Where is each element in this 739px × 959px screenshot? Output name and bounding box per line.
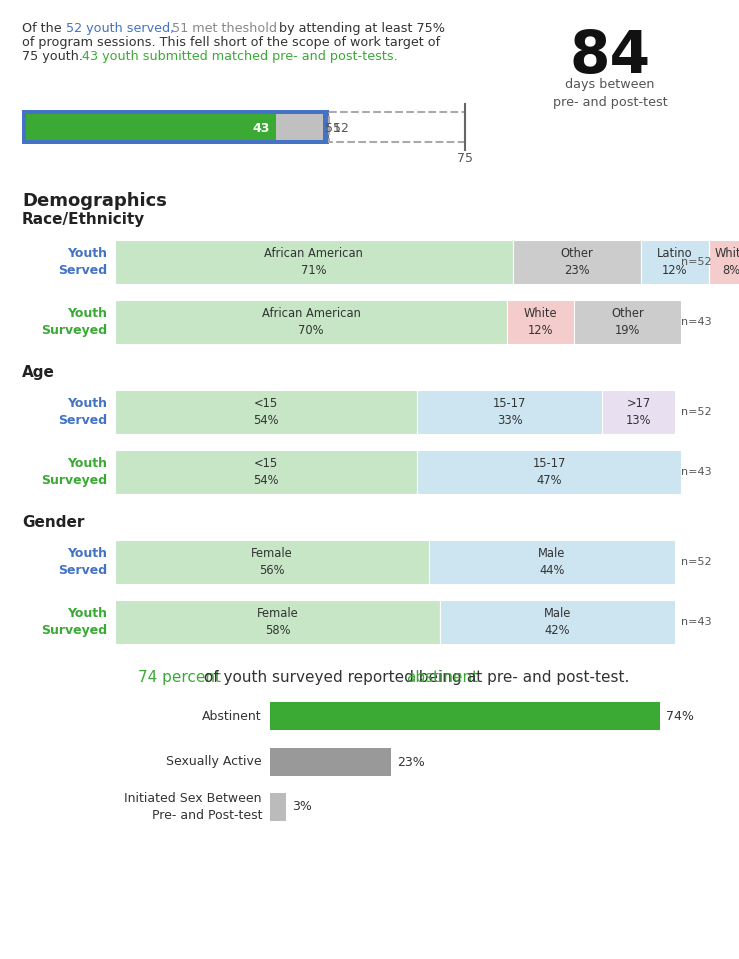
Text: 52 youth served,: 52 youth served, <box>66 22 174 35</box>
Text: Youth
Served: Youth Served <box>58 247 107 277</box>
Bar <box>709 240 739 284</box>
Bar <box>22 110 329 144</box>
Text: Age: Age <box>22 365 55 380</box>
Text: n=43: n=43 <box>681 617 712 627</box>
Text: Female
58%: Female 58% <box>256 607 299 637</box>
Text: <15
54%: <15 54% <box>253 397 279 427</box>
Text: White
8%: White 8% <box>714 247 739 277</box>
Text: n=52: n=52 <box>681 257 712 267</box>
Text: Youth
Served: Youth Served <box>58 547 107 577</box>
Bar <box>513 240 641 284</box>
Bar <box>115 240 513 284</box>
Text: African American
70%: African American 70% <box>262 307 361 337</box>
Text: days between
pre- and post-test: days between pre- and post-test <box>553 78 667 109</box>
Bar <box>418 450 681 494</box>
Text: of youth surveyed reported being: of youth surveyed reported being <box>200 670 467 685</box>
Bar <box>270 702 660 730</box>
Bar <box>574 300 681 344</box>
Text: 3%: 3% <box>292 801 312 813</box>
Text: Other
19%: Other 19% <box>611 307 644 337</box>
Text: Youth
Surveyed: Youth Surveyed <box>41 457 107 487</box>
Bar <box>270 748 391 776</box>
Text: 52: 52 <box>333 122 349 134</box>
Text: of program sessions. This fell short of the scope of work target of: of program sessions. This fell short of … <box>22 36 440 49</box>
Text: n=52: n=52 <box>681 557 712 567</box>
Bar <box>115 450 418 494</box>
Text: n=43: n=43 <box>681 467 712 477</box>
Text: Latino
12%: Latino 12% <box>657 247 693 277</box>
Text: Sexually Active: Sexually Active <box>166 756 262 768</box>
Text: at pre- and post-test.: at pre- and post-test. <box>461 670 629 685</box>
Text: 51: 51 <box>325 122 341 134</box>
Text: Race/Ethnicity: Race/Ethnicity <box>22 212 146 227</box>
Text: 74 percent: 74 percent <box>138 670 221 685</box>
Text: Youth
Surveyed: Youth Surveyed <box>41 607 107 637</box>
Text: Youth
Surveyed: Youth Surveyed <box>41 307 107 337</box>
Text: Male
42%: Male 42% <box>544 607 571 637</box>
Text: 75: 75 <box>457 152 473 165</box>
Text: Youth
Served: Youth Served <box>58 397 107 427</box>
Text: 43: 43 <box>253 122 270 134</box>
Bar <box>115 300 507 344</box>
Text: Female
56%: Female 56% <box>251 548 293 576</box>
Text: 43 youth submitted matched pre- and post-tests.: 43 youth submitted matched pre- and post… <box>82 50 398 63</box>
Text: African American
71%: African American 71% <box>265 247 364 277</box>
Text: >17
13%: >17 13% <box>626 397 651 427</box>
Bar <box>641 240 709 284</box>
Bar <box>507 300 574 344</box>
Bar <box>329 112 465 142</box>
Text: n=43: n=43 <box>681 317 712 327</box>
Text: by attending at least 75%: by attending at least 75% <box>275 22 445 35</box>
Bar <box>26 114 276 140</box>
Bar <box>429 540 675 584</box>
Text: n=52: n=52 <box>681 407 712 417</box>
Bar <box>26 114 323 140</box>
Text: Initiated Sex Between
Pre- and Post-test: Initiated Sex Between Pre- and Post-test <box>124 792 262 822</box>
Text: Other
23%: Other 23% <box>561 247 593 277</box>
Text: 15-17
47%: 15-17 47% <box>532 457 565 487</box>
Text: Gender: Gender <box>22 515 84 530</box>
Text: Demographics: Demographics <box>22 192 167 210</box>
Bar <box>115 540 429 584</box>
Bar <box>115 600 440 644</box>
Text: Abstinent: Abstinent <box>202 710 262 722</box>
Bar <box>602 390 675 434</box>
Text: White
12%: White 12% <box>524 307 557 337</box>
Text: 74%: 74% <box>666 710 694 722</box>
Text: <15
54%: <15 54% <box>253 457 279 487</box>
Text: Of the: Of the <box>22 22 66 35</box>
Bar <box>418 390 602 434</box>
Text: 23%: 23% <box>398 756 425 768</box>
Bar <box>440 600 675 644</box>
Text: 75 youth.: 75 youth. <box>22 50 87 63</box>
Bar <box>115 390 418 434</box>
Bar <box>270 793 286 821</box>
Text: 15-17
33%: 15-17 33% <box>493 397 526 427</box>
Text: 51 met theshold: 51 met theshold <box>168 22 277 35</box>
Text: Male
44%: Male 44% <box>538 548 565 576</box>
Text: 84: 84 <box>570 28 650 85</box>
Text: abstinent: abstinent <box>406 670 479 685</box>
